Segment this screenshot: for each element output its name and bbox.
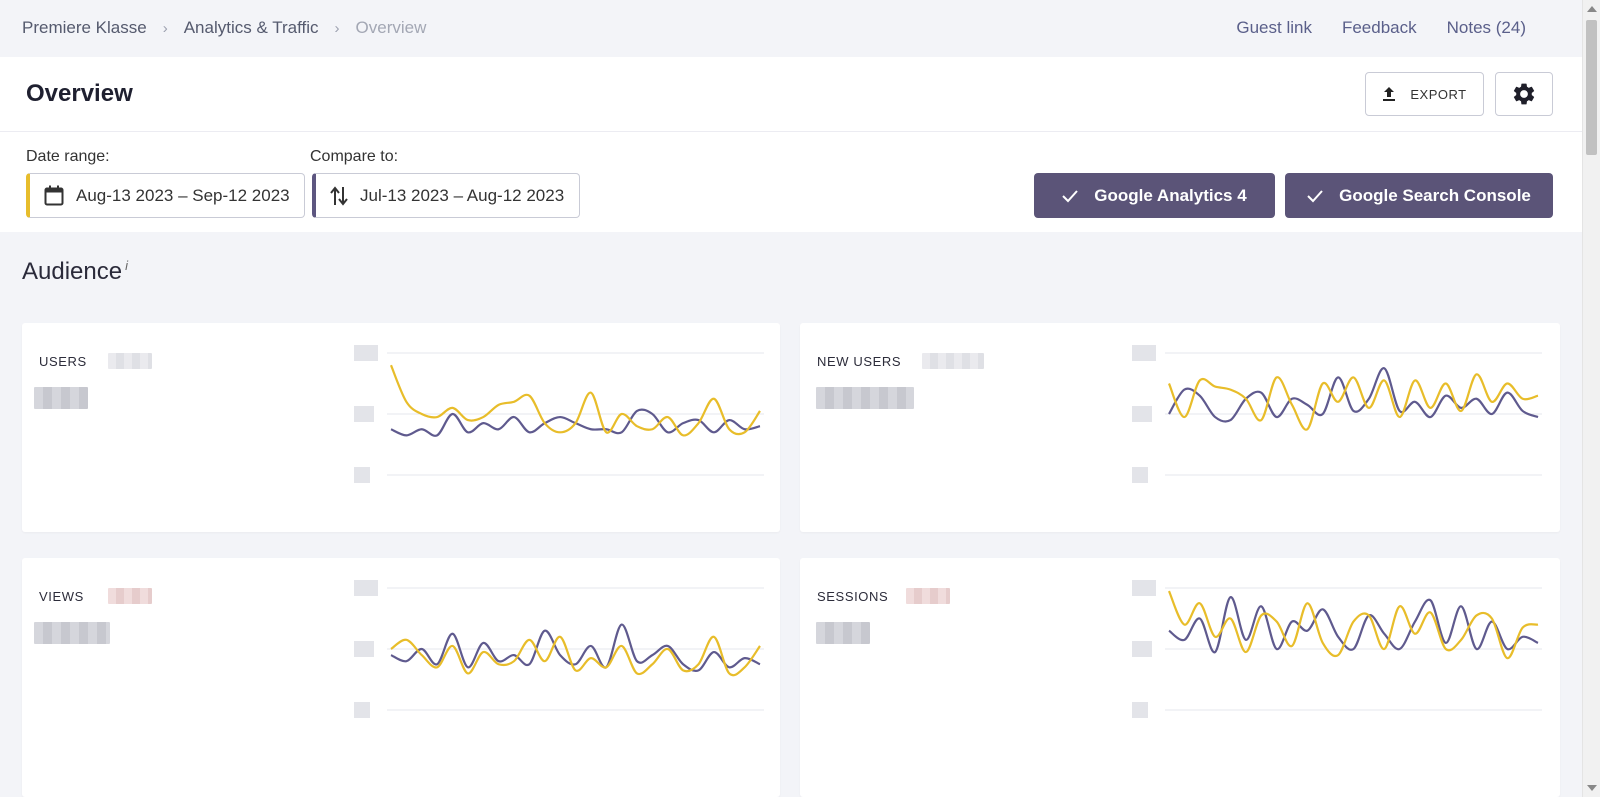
users-card: USERS [22, 323, 780, 532]
current-period-line [389, 364, 761, 437]
redacted-change-badge [108, 588, 152, 604]
scroll-thumb[interactable] [1586, 20, 1597, 155]
feedback-link[interactable]: Feedback [1341, 18, 1417, 37]
breadcrumb-item-analytics[interactable]: Analytics & Traffic [183, 18, 319, 37]
top-bar: Premiere Klasse › Analytics & Traffic › … [0, 0, 1582, 57]
current-period-line [1167, 590, 1539, 660]
export-label: EXPORT [1410, 86, 1467, 102]
date-range-picker[interactable]: Aug-13 2023 – Sep-12 2023 [26, 173, 305, 218]
settings-button[interactable] [1495, 72, 1553, 116]
swap-vertical-icon [330, 185, 348, 206]
current-period-line [390, 635, 761, 677]
page-header: Overview EXPORT [0, 57, 1582, 132]
upload-icon [1383, 87, 1396, 101]
breadcrumb-item-property[interactable]: Premiere Klasse [22, 18, 147, 37]
redacted-metric-value [34, 387, 88, 409]
redacted-metric-value [816, 387, 914, 409]
compare-period-line [1168, 367, 1539, 423]
compare-period-line [390, 623, 761, 672]
export-button[interactable]: EXPORT [1365, 72, 1484, 116]
sessions-card: SESSIONS [800, 558, 1560, 797]
redacted-axis-tick [354, 467, 370, 483]
redacted-change-badge [108, 353, 152, 369]
notes-link[interactable]: Notes (24) [1446, 18, 1526, 37]
scroll-up-icon[interactable] [1587, 6, 1597, 12]
guest-link[interactable]: Guest link [1236, 18, 1312, 37]
redacted-axis-tick [1132, 467, 1148, 483]
compare-range-picker[interactable]: Jul-13 2023 – Aug-12 2023 [312, 173, 580, 218]
redacted-axis-tick [354, 641, 374, 657]
sessions-chart [1132, 580, 1542, 718]
views-card-label: VIEWS [39, 589, 84, 604]
redacted-axis-tick [354, 702, 370, 718]
redacted-axis-tick [1132, 641, 1152, 657]
users-chart [354, 345, 764, 483]
scroll-down-icon[interactable] [1587, 785, 1597, 791]
compare-range-value: Jul-13 2023 – Aug-12 2023 [360, 185, 565, 205]
check-icon [1062, 189, 1079, 202]
breadcrumb-separator-icon: › [334, 19, 340, 37]
top-links: Guest link Feedback Notes (24) [1236, 18, 1526, 38]
search-console-toggle[interactable]: Google Search Console [1285, 173, 1553, 218]
new-users-card-label: NEW USERS [817, 354, 902, 369]
breadcrumb-separator-icon: › [162, 19, 168, 37]
current-period-line [1167, 373, 1539, 431]
check-icon [1307, 189, 1323, 202]
redacted-metric-value [34, 622, 110, 644]
date-range-value: Aug-13 2023 – Sep-12 2023 [76, 185, 290, 205]
redacted-metric-value [816, 622, 870, 644]
views-card: VIEWS [22, 558, 780, 797]
users-card-label: USERS [39, 354, 87, 369]
redacted-axis-tick [354, 406, 374, 422]
filter-bar: Date range: Aug-13 2023 – Sep-12 2023 Co… [0, 132, 1582, 232]
google-analytics-label: Google Analytics 4 [1094, 185, 1247, 205]
compare-label: Compare to: [310, 148, 399, 165]
redacted-axis-tick [354, 580, 378, 596]
new-users-card: NEW USERS [800, 323, 1560, 532]
redacted-change-badge [906, 588, 950, 604]
redacted-axis-tick [1132, 345, 1156, 361]
redacted-axis-tick [1132, 580, 1156, 596]
compare-period-line [1168, 596, 1539, 654]
audience-section-title: Audience i [22, 258, 128, 286]
info-icon[interactable]: i [125, 258, 128, 273]
breadcrumb: Premiere Klasse › Analytics & Traffic › … [22, 18, 426, 38]
redacted-axis-tick [354, 345, 378, 361]
views-chart [354, 580, 764, 718]
redacted-change-badge [922, 353, 984, 369]
page-title: Overview [26, 80, 133, 107]
redacted-axis-tick [1132, 406, 1152, 422]
gear-icon [1513, 83, 1535, 105]
calendar-icon [44, 185, 64, 205]
page-scrollbar[interactable] [1582, 0, 1600, 797]
redacted-axis-tick [1132, 702, 1148, 718]
breadcrumb-item-current: Overview [355, 18, 427, 37]
new-users-chart [1132, 345, 1542, 483]
audience-title-text: Audience [22, 258, 123, 285]
google-analytics-toggle[interactable]: Google Analytics 4 [1034, 173, 1275, 218]
sessions-card-label: SESSIONS [817, 589, 889, 604]
date-range-label: Date range: [26, 148, 110, 165]
search-console-label: Google Search Console [1339, 185, 1531, 205]
